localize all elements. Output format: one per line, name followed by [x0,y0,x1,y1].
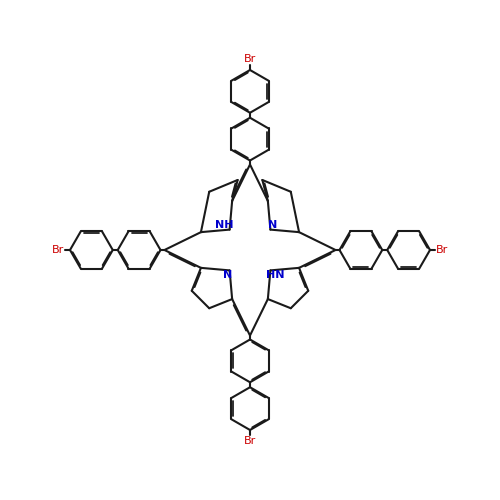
Text: HN: HN [266,270,284,280]
Text: N: N [223,270,232,280]
Text: NH: NH [216,220,234,230]
Text: Br: Br [244,436,256,446]
Text: Br: Br [52,245,64,255]
Text: Br: Br [244,54,256,64]
Text: N: N [268,220,277,230]
Text: Br: Br [436,245,448,255]
